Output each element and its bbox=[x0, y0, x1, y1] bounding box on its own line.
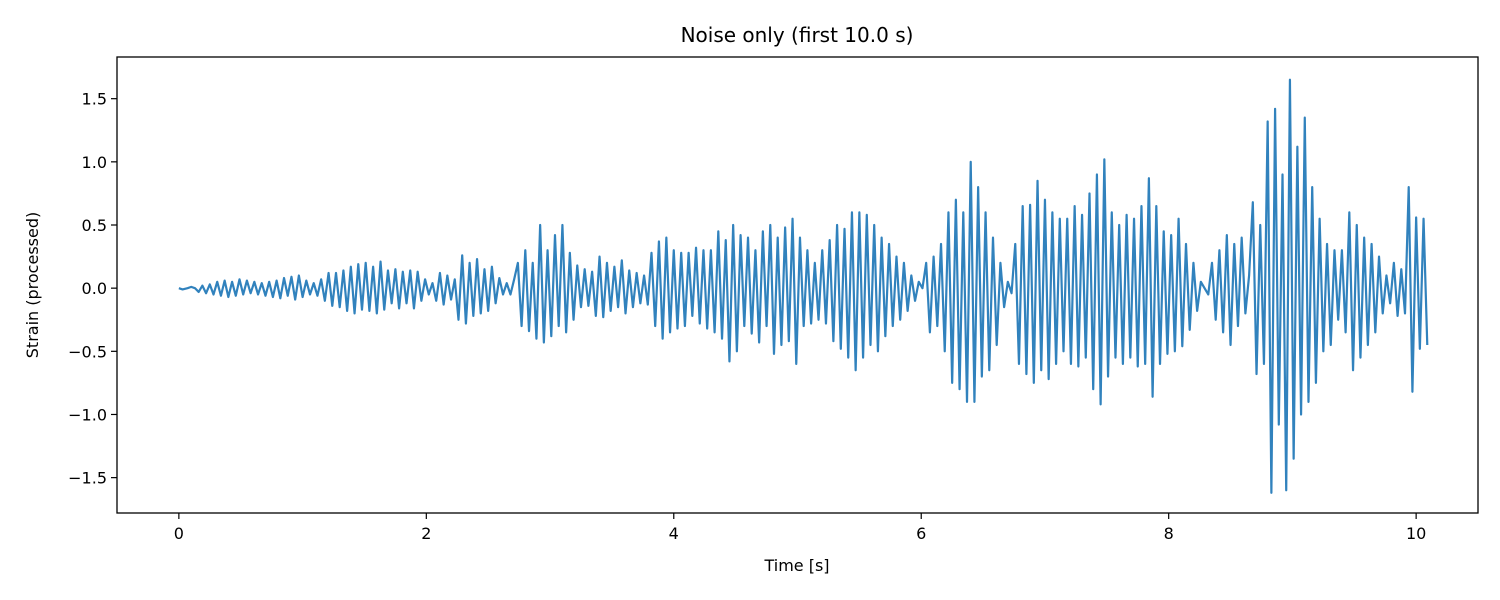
y-axis-label: Strain (processed) bbox=[23, 212, 42, 358]
y-tick-label: −0.5 bbox=[68, 342, 107, 361]
y-tick-label: 1.0 bbox=[82, 153, 107, 172]
series-line-0 bbox=[178, 78, 1429, 494]
x-tick-label: 4 bbox=[669, 524, 679, 543]
chart-title: Noise only (first 10.0 s) bbox=[681, 23, 914, 47]
y-tick-label: −1.0 bbox=[68, 405, 107, 424]
x-tick-label: 0 bbox=[174, 524, 184, 543]
x-tick-label: 6 bbox=[916, 524, 926, 543]
y-tick-label: 0.0 bbox=[82, 279, 107, 298]
x-tick-label: 2 bbox=[421, 524, 431, 543]
x-axis-label: Time [s] bbox=[763, 556, 829, 575]
x-tick-label: 10 bbox=[1406, 524, 1426, 543]
axis-ticks: 0 2 4 6 8 10 −1.5 −1.0 −0.5 0.0 0.5 1.0 1.5 bbox=[68, 90, 1426, 543]
axes-frame bbox=[116, 56, 1479, 514]
y-tick-label: 0.5 bbox=[82, 216, 107, 235]
x-tick-label: 8 bbox=[1164, 524, 1174, 543]
y-tick-label: 1.5 bbox=[82, 90, 107, 109]
plot-area bbox=[178, 78, 1429, 494]
y-tick-label: −1.5 bbox=[68, 469, 107, 488]
